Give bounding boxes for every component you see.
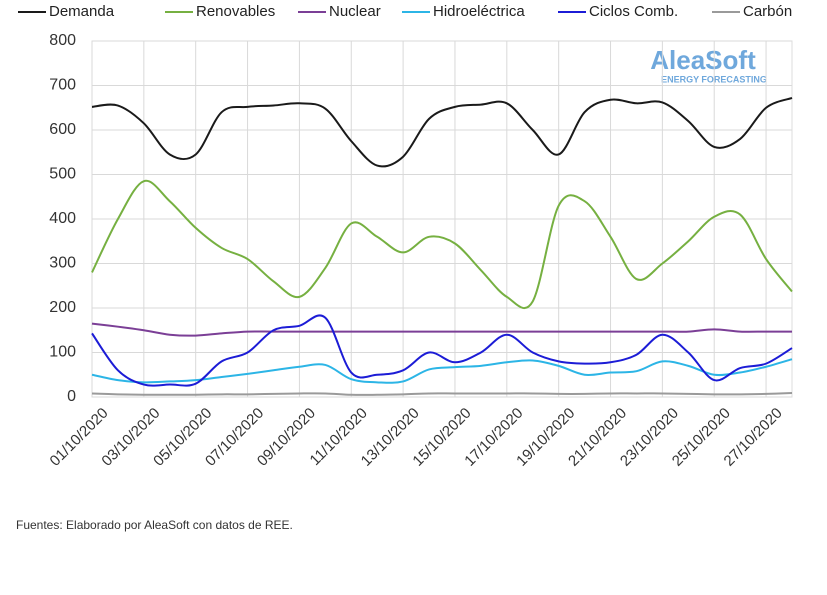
legend-item: Carbón [712, 3, 792, 20]
legend-label: Nuclear [329, 3, 381, 20]
legend-label: Ciclos Comb. [589, 3, 678, 20]
series-line [91, 314, 793, 387]
y-tick-label: 300 [49, 255, 76, 272]
legend-item: Ciclos Comb. [558, 3, 678, 20]
series-line [91, 322, 792, 337]
y-tick-label: 500 [49, 166, 76, 183]
legend-label: Hidroeléctrica [433, 3, 525, 20]
legend-item: Renovables [165, 3, 275, 20]
series-line [91, 391, 793, 396]
logo-name: AleaSoft [650, 45, 756, 75]
legend-item: Nuclear [298, 3, 381, 20]
y-tick-label: 800 [49, 32, 76, 49]
legend-label: Demanda [49, 3, 115, 20]
source-note: Fuentes: Elaborado por AleaSoft con dato… [16, 518, 293, 532]
y-tick-label: 400 [49, 210, 76, 227]
y-tick-label: 200 [49, 299, 76, 316]
legend-item: Demanda [18, 3, 115, 20]
y-tick-label: 0 [67, 388, 76, 405]
legend-item: Hidroeléctrica [402, 3, 525, 20]
legend-label: Renovables [196, 3, 275, 20]
y-tick-label: 700 [49, 77, 76, 94]
y-tick-label: 100 [49, 344, 76, 361]
series-line [91, 358, 793, 384]
y-tick-label: 600 [49, 121, 76, 138]
series-line [91, 97, 793, 168]
legend-label: Carbón [743, 3, 792, 20]
series-line [91, 179, 793, 309]
